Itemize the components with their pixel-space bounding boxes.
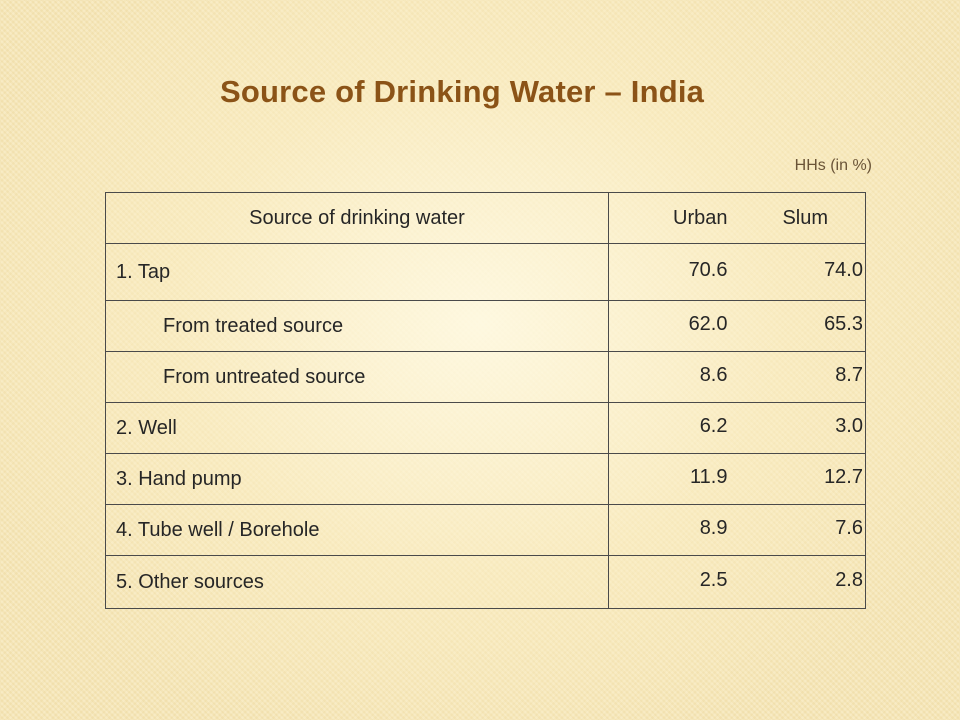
table-row: 2. Well 6.2 3.0 (105, 402, 866, 454)
drinking-water-table: Source of drinking water Urban Slum 1. T… (105, 192, 866, 609)
slum-value: 8.7 (835, 363, 863, 386)
table-row: From untreated source 8.6 8.7 (105, 351, 866, 403)
slum-value: 2.8 (835, 568, 863, 591)
table-row: 4. Tube well / Borehole 8.9 7.6 (105, 504, 866, 556)
slum-value: 65.3 (824, 312, 863, 335)
slum-value: 74.0 (824, 258, 863, 281)
table-row: From treated source 62.0 65.3 (105, 300, 866, 352)
slum-cell: 3.0 (745, 402, 866, 454)
urban-cell: 62.0 (608, 300, 746, 352)
slum-value: 12.7 (824, 465, 863, 488)
urban-value: 62.0 (688, 312, 728, 335)
table-row: 1. Tap 70.6 74.0 (105, 243, 866, 301)
column-header-urban: Urban (608, 192, 746, 244)
urban-cell: 2.5 (608, 555, 746, 609)
source-cell: 2. Well (105, 402, 609, 454)
urban-value: 6.2 (699, 414, 728, 437)
source-cell: 1. Tap (105, 243, 609, 301)
urban-value: 8.9 (699, 516, 728, 539)
source-cell: 4. Tube well / Borehole (105, 504, 609, 556)
table-container: Source of drinking water Urban Slum 1. T… (105, 192, 866, 609)
urban-value: 2.5 (699, 568, 728, 591)
slide-title: Source of Drinking Water – India (220, 74, 705, 109)
slum-cell: 8.7 (745, 351, 866, 403)
source-cell: From untreated source (105, 351, 609, 403)
urban-cell: 8.9 (608, 504, 746, 556)
table-header-row: Source of drinking water Urban Slum (105, 192, 866, 244)
slum-cell: 12.7 (745, 453, 866, 505)
slum-cell: 74.0 (745, 243, 866, 301)
slum-cell: 2.8 (745, 555, 866, 609)
table-row: 3. Hand pump 11.9 12.7 (105, 453, 866, 505)
urban-cell: 8.6 (608, 351, 746, 403)
urban-cell: 11.9 (608, 453, 746, 505)
slum-value: 3.0 (835, 414, 863, 437)
slum-value: 7.6 (835, 516, 863, 539)
table-row: 5. Other sources 2.5 2.8 (105, 555, 866, 609)
urban-cell: 6.2 (608, 402, 746, 454)
source-cell: 5. Other sources (105, 555, 609, 609)
urban-cell: 70.6 (608, 243, 746, 301)
unit-note: HHs (in %) (794, 157, 872, 174)
urban-value: 70.6 (688, 258, 728, 281)
urban-value: 8.6 (699, 363, 728, 386)
urban-value: 11.9 (690, 465, 728, 488)
source-cell: 3. Hand pump (105, 453, 609, 505)
slum-cell: 65.3 (745, 300, 866, 352)
column-header-slum: Slum (745, 192, 866, 244)
slum-cell: 7.6 (745, 504, 866, 556)
column-header-source: Source of drinking water (105, 192, 609, 244)
source-cell: From treated source (105, 300, 609, 352)
